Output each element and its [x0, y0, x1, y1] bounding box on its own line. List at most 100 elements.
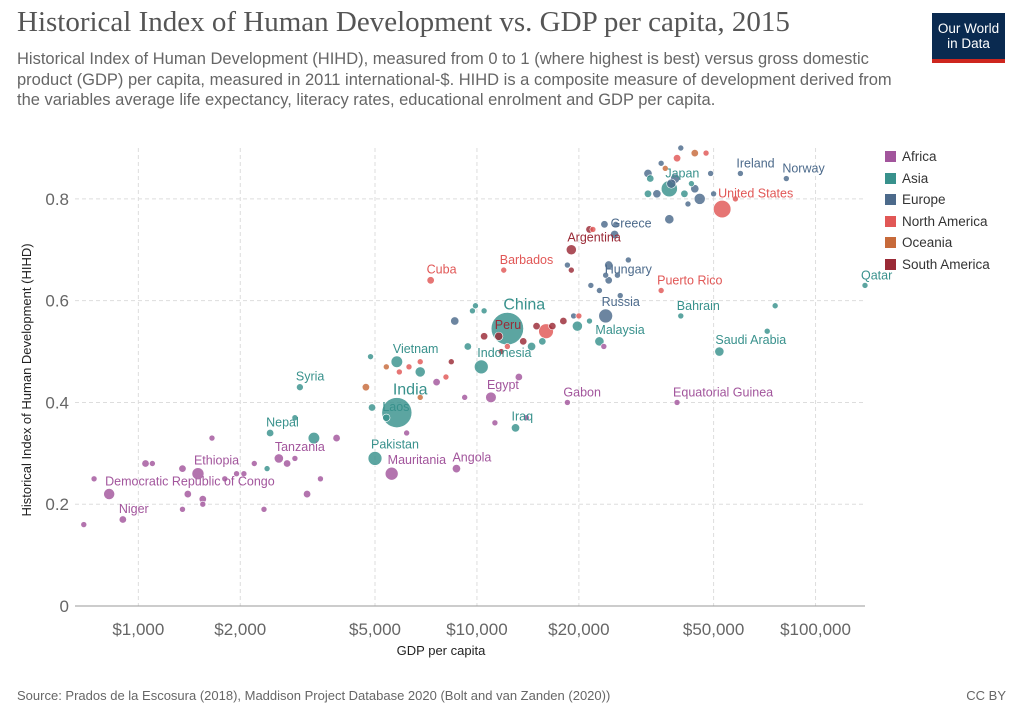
- data-point-united-states[interactable]: [713, 199, 732, 219]
- data-point[interactable]: [472, 302, 479, 310]
- data-point-mauritania[interactable]: [384, 466, 399, 481]
- data-point-hungary[interactable]: [604, 276, 613, 285]
- data-point-pakistan[interactable]: [367, 451, 383, 466]
- data-point-iraq[interactable]: [511, 423, 520, 433]
- data-point[interactable]: [367, 353, 374, 360]
- data-point[interactable]: [250, 460, 258, 467]
- data-point[interactable]: [690, 149, 699, 158]
- data-point[interactable]: [383, 363, 390, 371]
- data-point-malaysia[interactable]: [594, 336, 605, 347]
- data-point[interactable]: [414, 366, 426, 378]
- data-point[interactable]: [416, 394, 424, 401]
- data-point[interactable]: [693, 193, 706, 205]
- data-point[interactable]: [612, 221, 620, 228]
- data-point[interactable]: [221, 475, 229, 483]
- data-point[interactable]: [657, 159, 665, 167]
- data-point-gabon[interactable]: [564, 399, 571, 406]
- data-point[interactable]: [442, 373, 450, 381]
- data-point-egypt[interactable]: [485, 391, 497, 403]
- data-point[interactable]: [677, 144, 685, 152]
- data-point-saudi-arabia[interactable]: [714, 346, 725, 357]
- data-point[interactable]: [80, 521, 88, 528]
- data-point-qatar[interactable]: [861, 282, 869, 289]
- data-point-syria[interactable]: [296, 383, 304, 391]
- data-point[interactable]: [514, 373, 523, 381]
- data-point[interactable]: [763, 327, 771, 335]
- data-point[interactable]: [732, 195, 739, 203]
- data-point[interactable]: [666, 178, 677, 189]
- data-point[interactable]: [571, 320, 583, 332]
- data-point[interactable]: [604, 260, 614, 270]
- data-point[interactable]: [178, 464, 187, 473]
- data-point[interactable]: [710, 190, 717, 198]
- data-point-indonesia[interactable]: [474, 359, 489, 375]
- data-point[interactable]: [568, 266, 575, 274]
- data-point-greece[interactable]: [610, 230, 620, 239]
- data-point[interactable]: [450, 316, 460, 326]
- data-point[interactable]: [559, 317, 568, 326]
- our-world-in-data-logo[interactable]: Our World in Data: [932, 13, 1005, 63]
- data-point[interactable]: [646, 174, 655, 183]
- data-point[interactable]: [652, 189, 662, 199]
- data-point-barbados[interactable]: [500, 266, 508, 274]
- data-point[interactable]: [416, 358, 424, 366]
- data-point[interactable]: [480, 307, 488, 315]
- license-link[interactable]: CC BY: [966, 688, 1006, 703]
- data-point-peru[interactable]: [494, 331, 504, 341]
- data-point[interactable]: [600, 220, 609, 229]
- data-point[interactable]: [643, 189, 652, 198]
- data-point[interactable]: [208, 434, 216, 442]
- data-point[interactable]: [680, 189, 689, 198]
- data-point-democratic-republic-of-congo[interactable]: [103, 488, 116, 500]
- data-point[interactable]: [149, 460, 156, 467]
- data-point-norway[interactable]: [783, 175, 790, 182]
- data-point[interactable]: [260, 506, 268, 513]
- data-point[interactable]: [332, 434, 341, 443]
- data-point[interactable]: [199, 500, 207, 508]
- data-point[interactable]: [183, 490, 192, 499]
- legend-item-africa[interactable]: Africa: [885, 146, 1020, 168]
- data-point[interactable]: [233, 470, 240, 477]
- data-point[interactable]: [497, 348, 505, 355]
- data-point[interactable]: [90, 475, 98, 483]
- data-point-tanzania[interactable]: [273, 453, 284, 464]
- data-point[interactable]: [283, 459, 292, 468]
- data-point[interactable]: [523, 414, 530, 422]
- data-point[interactable]: [303, 490, 312, 499]
- data-point-vietnam[interactable]: [390, 355, 403, 368]
- data-point[interactable]: [519, 337, 528, 346]
- data-point[interactable]: [447, 358, 455, 366]
- data-point[interactable]: [575, 312, 583, 320]
- legend-item-asia[interactable]: Asia: [885, 168, 1020, 190]
- data-point[interactable]: [614, 271, 621, 279]
- data-point[interactable]: [463, 342, 472, 351]
- data-point[interactable]: [625, 256, 632, 264]
- data-point[interactable]: [291, 455, 299, 462]
- data-point-niger[interactable]: [118, 515, 127, 524]
- data-point[interactable]: [538, 337, 547, 346]
- data-point[interactable]: [432, 378, 441, 387]
- data-point[interactable]: [684, 200, 692, 208]
- data-point[interactable]: [661, 165, 669, 172]
- data-point-nepal[interactable]: [266, 428, 275, 437]
- data-point-puerto-rico[interactable]: [657, 287, 665, 294]
- data-point[interactable]: [403, 429, 410, 437]
- data-point[interactable]: [564, 261, 571, 269]
- data-point[interactable]: [504, 343, 511, 350]
- data-point[interactable]: [589, 226, 597, 233]
- data-point-argentina[interactable]: [565, 244, 577, 256]
- data-point-cuba[interactable]: [426, 276, 435, 285]
- data-point[interactable]: [602, 271, 609, 279]
- data-point[interactable]: [368, 403, 377, 412]
- data-point[interactable]: [141, 459, 150, 468]
- data-point[interactable]: [480, 332, 489, 341]
- data-point[interactable]: [616, 292, 624, 299]
- data-point-bahrain[interactable]: [677, 312, 685, 320]
- data-point[interactable]: [771, 302, 779, 310]
- data-point-ireland[interactable]: [737, 170, 744, 177]
- legend-item-europe[interactable]: Europe: [885, 189, 1020, 211]
- legend-item-south-america[interactable]: South America: [885, 254, 1020, 276]
- data-point[interactable]: [317, 475, 324, 483]
- data-point[interactable]: [548, 322, 557, 331]
- data-point[interactable]: [702, 149, 710, 157]
